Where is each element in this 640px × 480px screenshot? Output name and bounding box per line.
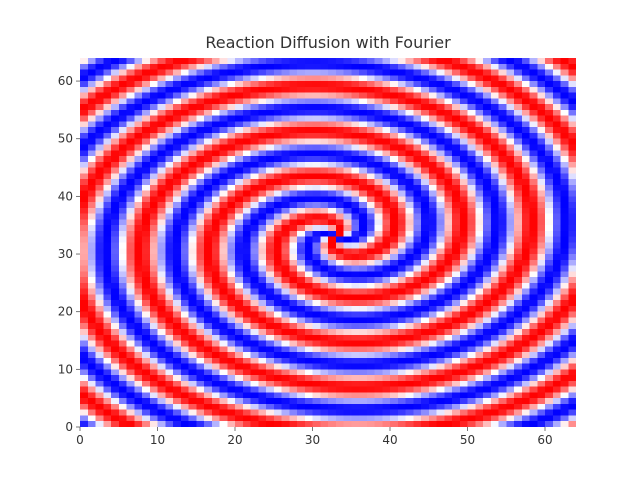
y-tick-label: 0 bbox=[65, 420, 73, 434]
y-tick-label: 40 bbox=[58, 189, 73, 203]
heatmap-area bbox=[80, 58, 576, 427]
y-tick-label: 60 bbox=[58, 74, 73, 88]
axes: 0 10 20 30 40 50 60 0 10 20 30 40 50 60 bbox=[58, 74, 553, 447]
x-tick-label: 40 bbox=[382, 433, 397, 447]
y-tick-label: 20 bbox=[58, 305, 73, 319]
y-tick-label: 30 bbox=[58, 247, 73, 261]
x-tick-label: 10 bbox=[150, 433, 165, 447]
x-tick-label: 50 bbox=[460, 433, 475, 447]
x-tick-label: 0 bbox=[76, 433, 84, 447]
y-tick-label: 50 bbox=[58, 132, 73, 146]
chart-title: Reaction Diffusion with Fourier bbox=[205, 33, 451, 52]
heatmap-canvas bbox=[80, 58, 576, 427]
x-tick-label: 20 bbox=[227, 433, 242, 447]
x-tick-label: 60 bbox=[537, 433, 552, 447]
y-tick-label: 10 bbox=[58, 362, 73, 376]
x-tick-label: 30 bbox=[305, 433, 320, 447]
